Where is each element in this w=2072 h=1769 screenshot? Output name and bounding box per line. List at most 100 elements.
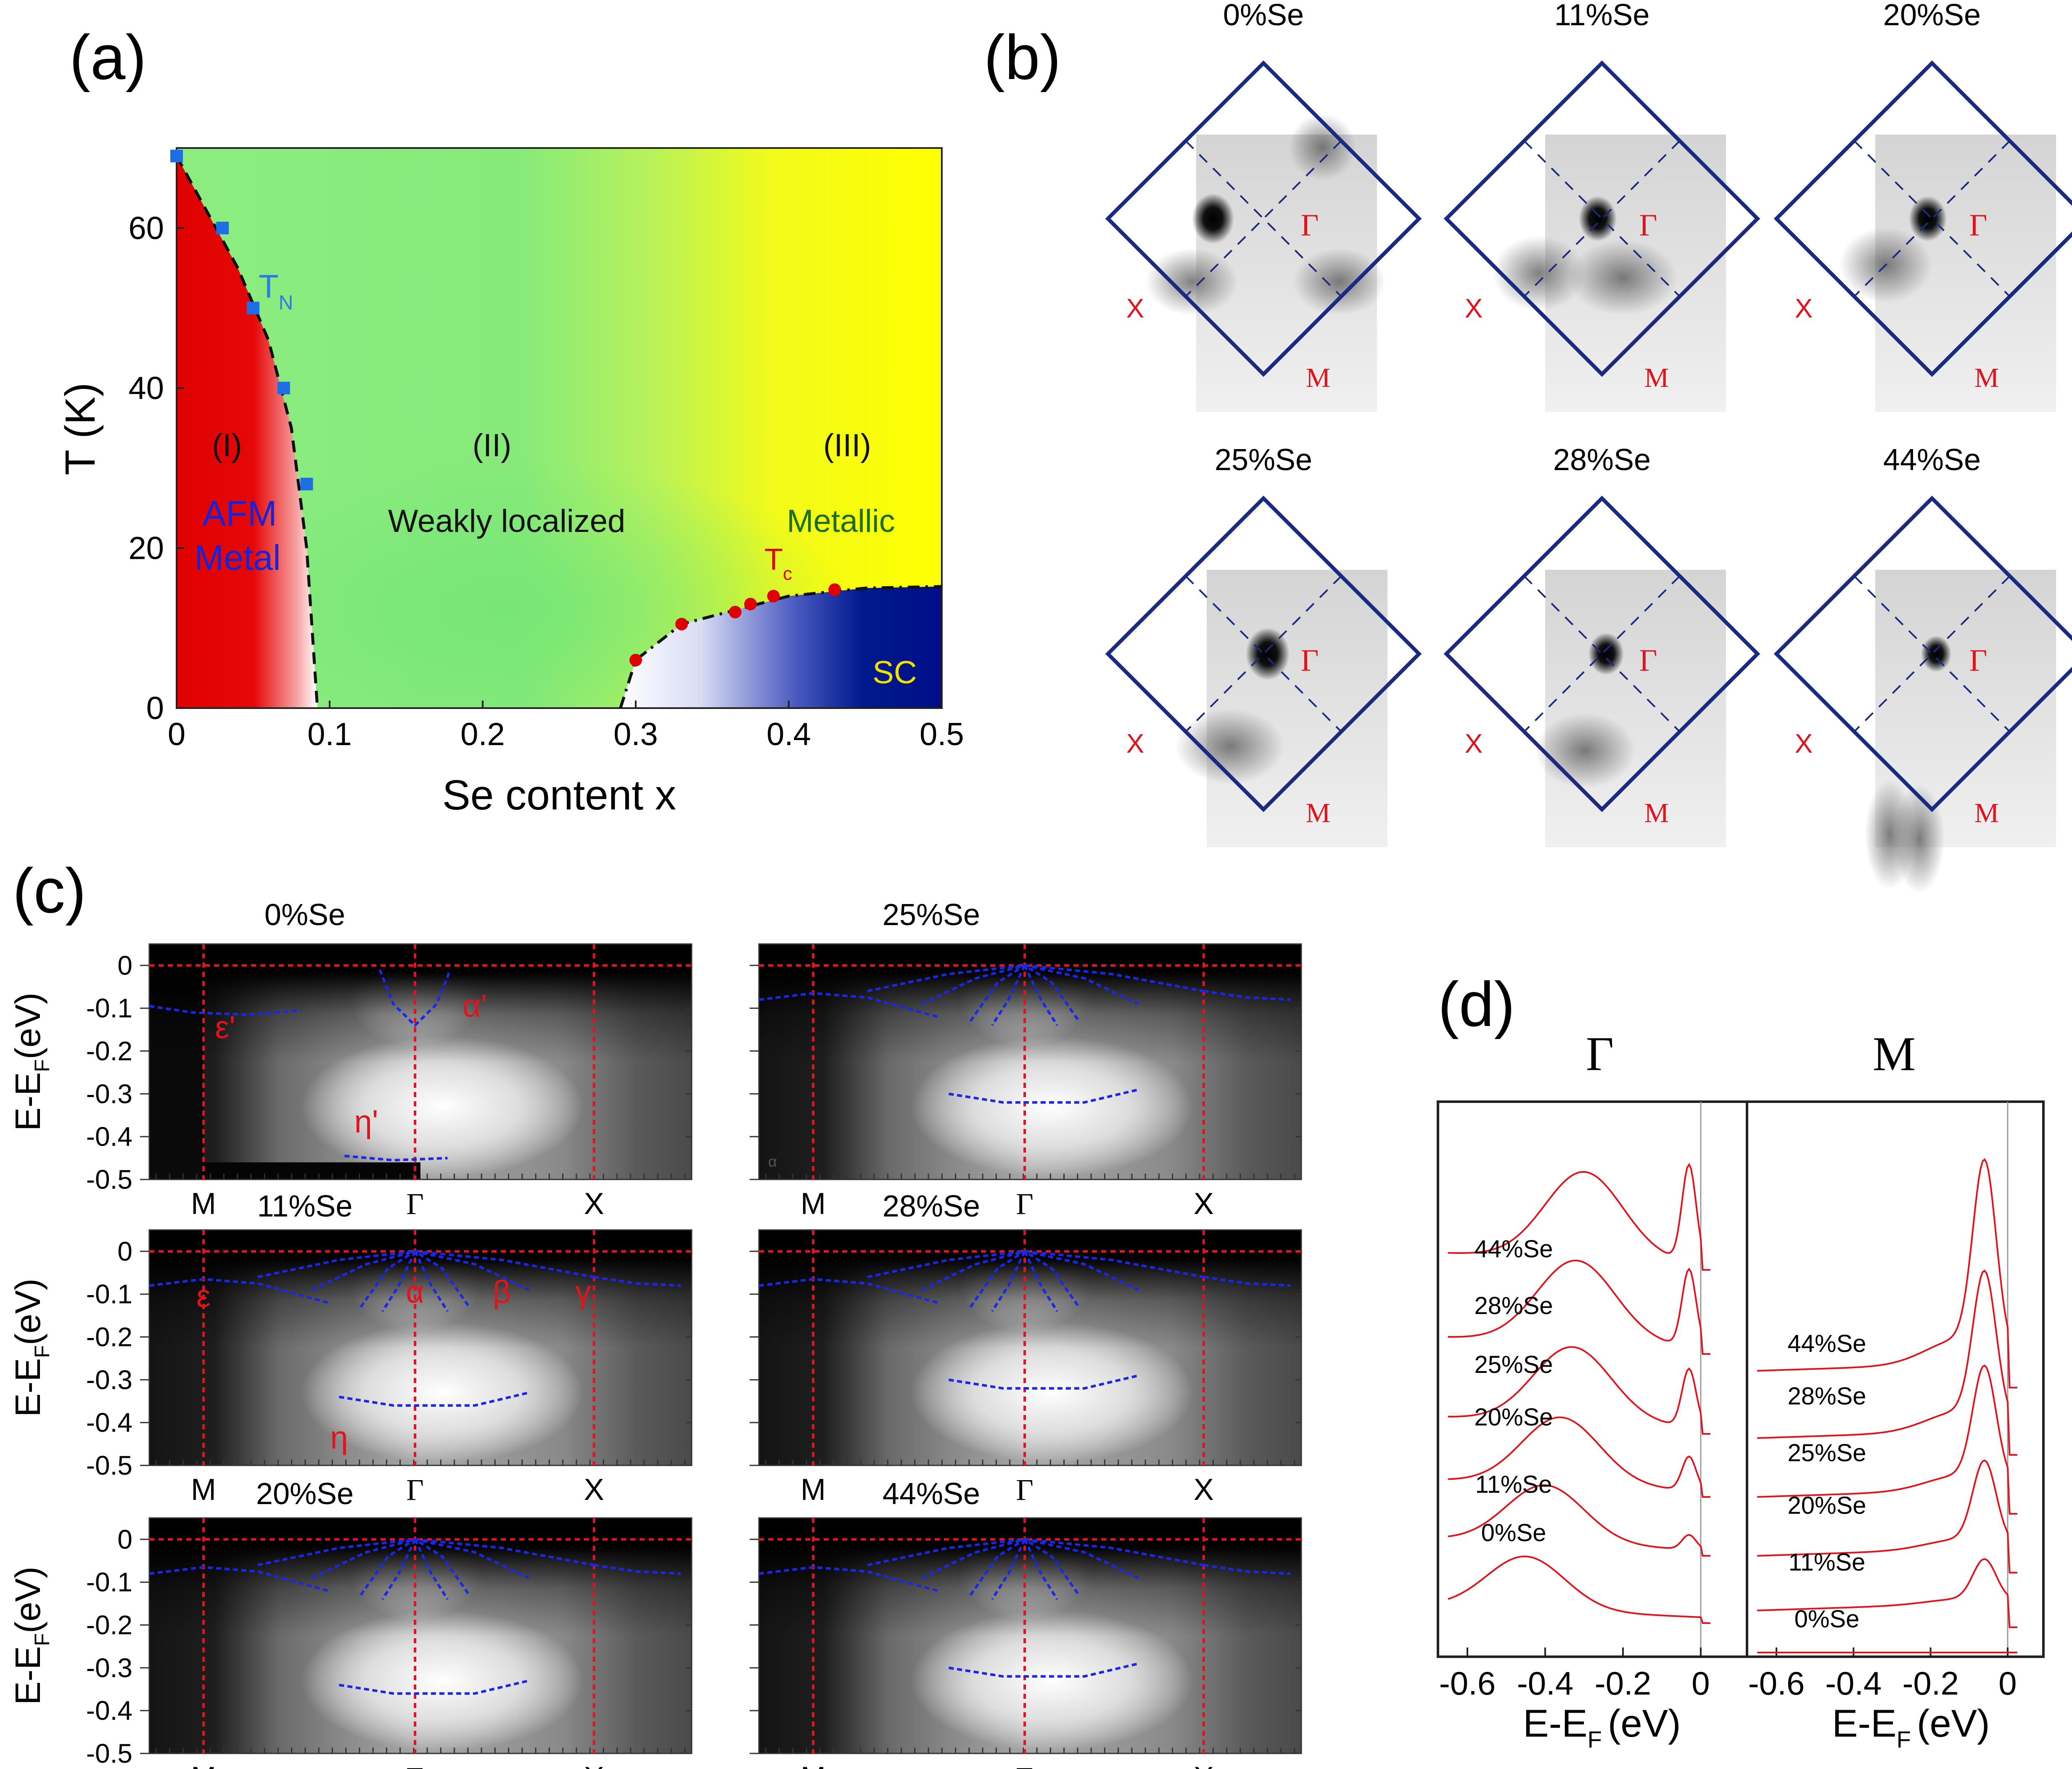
region-ii-roman: (II) bbox=[473, 428, 512, 463]
band-plot-0: 0 -0.1 -0.2 -0.3 -0.4 -0.5 M Γ X 0%Se ε' α' η' E-EF(e… bbox=[8, 898, 692, 1221]
tc-data-point bbox=[675, 618, 688, 631]
y-tick-label: -0.2 bbox=[86, 1322, 132, 1352]
y-tick-label: -0.3 bbox=[86, 1653, 132, 1683]
band-top-shading bbox=[149, 944, 692, 1179]
band-top-shading bbox=[149, 1230, 692, 1465]
brillouin-zone-boundary bbox=[1443, 60, 1760, 377]
band-dispersion-guide bbox=[1023, 965, 1059, 1026]
edc-series-label: 25%Se bbox=[1787, 1439, 1866, 1467]
m-point-label: M bbox=[1306, 798, 1331, 828]
fermi-map-title: 11%Se bbox=[1554, 0, 1650, 32]
panel-a-label: (a) bbox=[69, 22, 146, 93]
edc-m-plot: -0.6 -0.4 -0.2 0 44%Se 28%Se 25%Se 20%Se 11%Se 0%… bbox=[1746, 1100, 2045, 1702]
bz-diagonal-line bbox=[1185, 140, 1342, 297]
fermi-map-2: 20%Se Γ X M bbox=[1773, 0, 2072, 412]
edc-series-label: 11%Se bbox=[1475, 1471, 1552, 1498]
tc-data-point bbox=[828, 583, 841, 596]
band-dispersion-guide bbox=[378, 969, 452, 1027]
tc-boundary-line bbox=[619, 585, 942, 709]
m-point-label: M bbox=[1974, 798, 1999, 828]
y-tick-label: -0.3 bbox=[86, 1364, 132, 1395]
y-tick-label: -0.1 bbox=[86, 1279, 132, 1309]
edc-series-label: 28%Se bbox=[1474, 1292, 1553, 1319]
panel-c-label: (c) bbox=[13, 855, 86, 926]
gamma-point-label: Γ bbox=[1301, 643, 1319, 678]
band-dispersion-guide bbox=[1203, 1564, 1291, 1575]
y-tick-label: 20 bbox=[128, 530, 164, 566]
x-tick-label: M bbox=[801, 1187, 826, 1221]
bz-diagonal-line bbox=[1853, 575, 2011, 732]
region-ii-label: Weakly localized bbox=[388, 503, 626, 539]
fermi-map-5: 44%Se Γ X M bbox=[1773, 443, 2072, 894]
band-dispersion-guide bbox=[414, 1539, 449, 1600]
m-point-label: M bbox=[1644, 798, 1669, 828]
edc-gamma-title: Γ bbox=[1586, 1027, 1614, 1081]
y-tick-label: 0 bbox=[146, 690, 164, 726]
band-dispersion-guide bbox=[1023, 1539, 1059, 1600]
x-tick-label: Γ bbox=[1016, 1187, 1033, 1221]
band-plot-frame bbox=[758, 1517, 1302, 1754]
band-label: β bbox=[493, 1274, 511, 1310]
region-iii-roman: (III) bbox=[823, 428, 871, 463]
band-dispersion-guide bbox=[758, 1278, 938, 1304]
band-top-shading bbox=[759, 1518, 1301, 1753]
y-axis-ticks: 0 20 40 60 bbox=[128, 210, 184, 726]
bz-diagonal-line bbox=[1185, 140, 1342, 297]
x-tick-label: 0 bbox=[1691, 1665, 1710, 1702]
tc-data-point bbox=[767, 590, 780, 603]
band-label: α' bbox=[462, 988, 487, 1024]
fermi-map-4: 28%Se Γ X M bbox=[1443, 443, 1760, 847]
bz-diagonal-line bbox=[1523, 575, 1681, 732]
edc-frame bbox=[1437, 1100, 1750, 1658]
m-point-label: M bbox=[1974, 362, 1999, 393]
gamma-intensity-spot bbox=[1921, 635, 1951, 672]
band-label: ε' bbox=[215, 1010, 235, 1045]
brillouin-zone-boundary bbox=[1773, 495, 2072, 812]
tc-data-point bbox=[729, 606, 742, 619]
x-tick-label: 0 bbox=[1998, 1665, 2016, 1702]
gamma-intensity-spot bbox=[1579, 196, 1617, 241]
band-plot-title: 25%Se bbox=[883, 898, 980, 932]
x-tick-label: Γ bbox=[1016, 1761, 1033, 1769]
x-tick-label: 0 bbox=[168, 717, 185, 752]
band-plot-title: 11%Se bbox=[257, 1190, 353, 1223]
band-top-shading bbox=[759, 944, 1301, 1179]
edc-series-label: 20%Se bbox=[1787, 1492, 1866, 1519]
x-tick-label: X bbox=[1194, 1473, 1214, 1507]
x-tick-label: Γ bbox=[406, 1761, 424, 1769]
x-tick-label: -0.6 bbox=[1748, 1665, 1805, 1702]
brillouin-zone-boundary bbox=[1105, 495, 1422, 812]
y-axis-title: E-EF(eV) bbox=[8, 992, 54, 1131]
edc-series-label: 25%Se bbox=[1474, 1351, 1553, 1378]
band-dispersion-guide bbox=[867, 964, 1204, 992]
x-tick-label: 0.1 bbox=[307, 717, 352, 752]
x-tick-label: Γ bbox=[406, 1187, 424, 1221]
gamma-point-label: Γ bbox=[1639, 208, 1657, 243]
x-axis-ticks: 0 0.1 0.2 0.3 0.4 0.5 bbox=[168, 701, 964, 752]
tn-data-point bbox=[277, 381, 290, 394]
tc-data-point bbox=[629, 653, 642, 666]
gamma-intensity-spot bbox=[1192, 193, 1234, 244]
band-label: η bbox=[330, 1420, 348, 1455]
band-dispersion-guide bbox=[344, 1155, 448, 1162]
intensity-blob bbox=[1894, 784, 1945, 894]
bz-diagonal-line bbox=[1185, 575, 1342, 732]
panel-c-band-images: (c) 0 -0.1 -0.2 -0.3 -0.4 -0.5 M Γ X 0%Se ε' α' η' E-… bbox=[8, 855, 1302, 1769]
x-tick-label: M bbox=[191, 1473, 216, 1507]
band-dispersion-guide bbox=[149, 1005, 301, 1016]
x-axis-title: Se content x bbox=[442, 772, 676, 819]
intensity-blob bbox=[1289, 114, 1356, 181]
intensity-blob bbox=[1293, 248, 1385, 315]
tn-boundary-line bbox=[175, 155, 319, 709]
band-label: γ bbox=[575, 1274, 591, 1310]
y-tick-label: -0.1 bbox=[86, 1567, 132, 1597]
gamma-point-label: Γ bbox=[1969, 208, 1987, 243]
x-tick-label: -0.6 bbox=[1439, 1665, 1496, 1702]
band-dispersion-guide bbox=[949, 1374, 1139, 1390]
x-tick-label: -0.4 bbox=[1517, 1665, 1573, 1702]
band-dispersion-guide bbox=[949, 1662, 1139, 1678]
edc-series-label: 0%Se bbox=[1481, 1519, 1546, 1547]
tn-data-point bbox=[216, 222, 229, 235]
edc-series-label: 20%Se bbox=[1474, 1404, 1553, 1431]
